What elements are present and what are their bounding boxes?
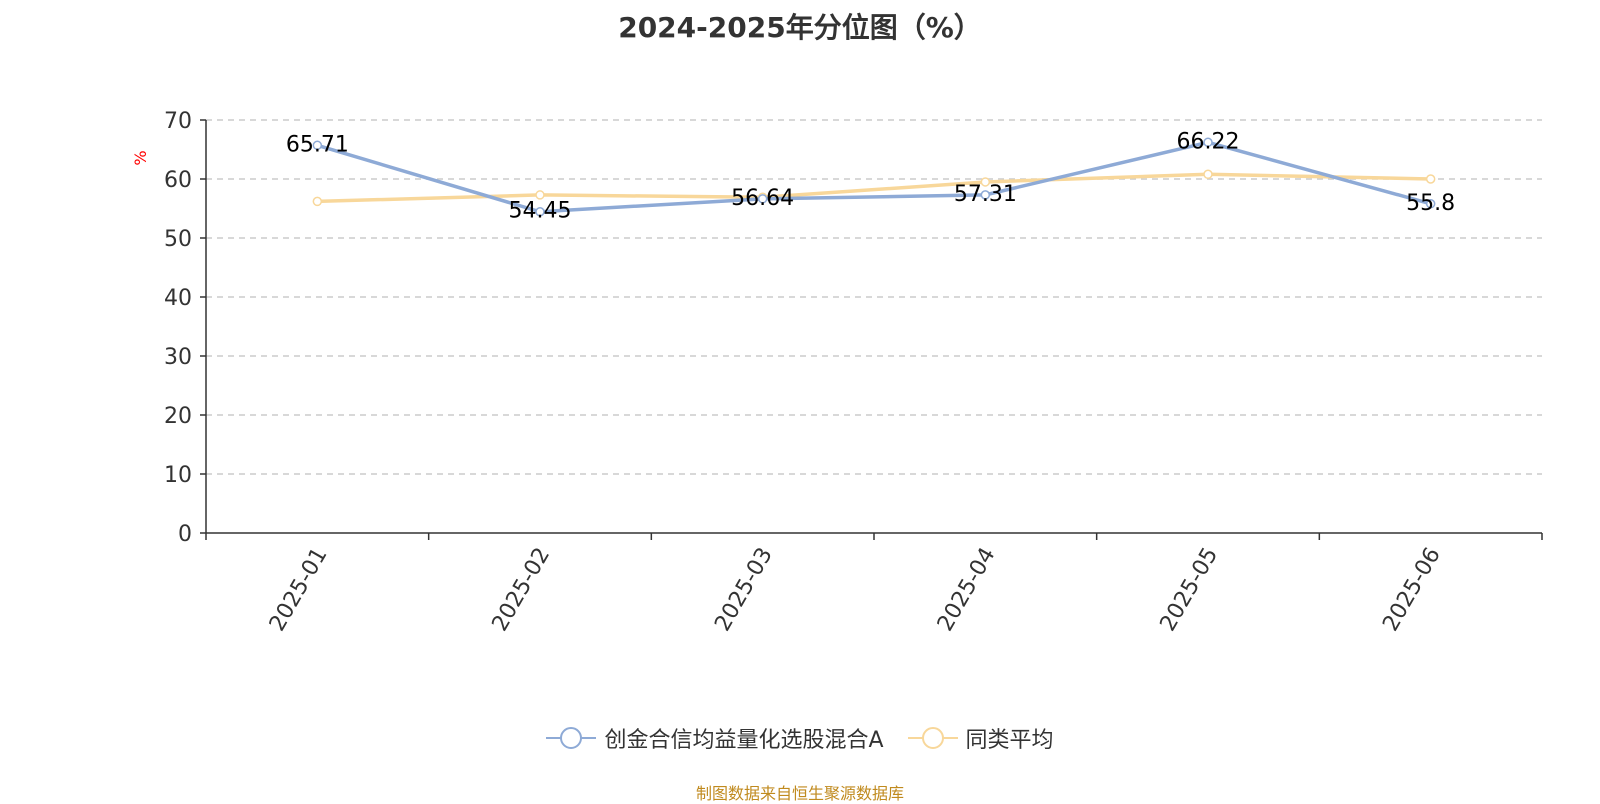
x-tick-label-2025-02: 2025-02 — [488, 544, 556, 636]
chart-title: 2024-2025年分位图（%） — [618, 11, 982, 44]
x-tick-label-2025-01: 2025-01 — [265, 544, 333, 636]
source-note: 制图数据来自恒生聚源数据库 — [695, 784, 904, 803]
y-tick-label-0: 0 — [178, 522, 192, 547]
y-tick-label-60: 60 — [164, 168, 192, 193]
y-tick-label-30: 30 — [164, 345, 192, 370]
data-label-5: 55.8 — [1406, 191, 1455, 216]
point-s0-1 — [535, 206, 545, 217]
legend-swatch-series-a — [546, 727, 597, 749]
point-s0-0 — [312, 140, 323, 151]
data-labels: 65.71 54.45 56.64 57.31 66.22 55.8 — [286, 129, 1455, 223]
x-tick-label-2025-06: 2025-06 — [1378, 544, 1446, 636]
y-tick-label-40: 40 — [164, 286, 192, 311]
point-s0-2 — [757, 194, 768, 204]
point-s0-5 — [1425, 199, 1436, 209]
y-tick-label-10: 10 — [164, 463, 192, 488]
data-label-2: 56.64 — [731, 186, 794, 211]
y-tick-label-20: 20 — [164, 404, 192, 429]
legend: 创金合信均益量化选股混合A 同类平均 — [0, 722, 1600, 754]
series-line-1 — [317, 172, 1431, 204]
legend-swatch-series-b — [907, 727, 958, 749]
legend-label-series-b: 同类平均 — [965, 728, 1054, 753]
legend-item-series-a[interactable]: 创金合信均益量化选股混合A — [546, 722, 884, 754]
data-label-4: 66.22 — [1177, 129, 1240, 154]
data-label-1: 54.45 — [509, 199, 572, 224]
point-s1-3 — [980, 177, 991, 187]
series-lines — [312, 137, 1436, 217]
data-label-3: 57.31 — [954, 182, 1017, 207]
x-tick-label-2025-03: 2025-03 — [710, 544, 778, 636]
legend-label-series-a: 创金合信均益量化选股混合A — [604, 728, 884, 753]
point-s1-1 — [535, 190, 545, 200]
y-tick-label-50: 50 — [164, 227, 192, 252]
y-axis-unit: % — [131, 150, 150, 165]
point-s0-3 — [980, 190, 991, 200]
point-s1-5 — [1425, 174, 1436, 184]
point-s1-4 — [1203, 169, 1213, 180]
point-s0-4 — [1203, 137, 1213, 148]
series-line-0 — [316, 140, 1432, 214]
data-label-0: 65.71 — [286, 132, 349, 157]
point-s1-0 — [312, 196, 323, 207]
y-tick-label-70: 70 — [164, 109, 192, 134]
axes: 0 10 20 30 40 50 60 70 2025-01 2025-02 2025-03 2025… — [164, 109, 1543, 636]
x-tick-label-2025-04: 2025-04 — [933, 543, 1001, 635]
x-tick-label-2025-05: 2025-05 — [1156, 544, 1224, 636]
legend-item-series-b[interactable]: 同类平均 — [907, 722, 1054, 754]
